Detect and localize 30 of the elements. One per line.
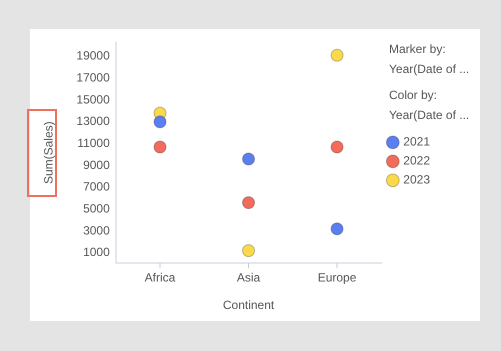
- x-axis-title: Continent: [222, 298, 275, 312]
- y-tick-label: 19000: [76, 48, 110, 63]
- y-tick-label: 17000: [76, 70, 110, 85]
- point: [242, 244, 256, 258]
- text: Marker by:: [389, 41, 447, 58]
- y-axis-title: Sum(Sales): [42, 121, 56, 184]
- y-tick-label: 3000: [83, 223, 110, 238]
- text: Year(Date of ...: [389, 61, 470, 78]
- y-tick-label: 11000: [77, 136, 110, 150]
- y-tick-label: 15000: [76, 92, 110, 106]
- point: [154, 140, 167, 154]
- point: [242, 152, 256, 166]
- point: [330, 222, 344, 236]
- legend-title: Year(Date of ...: [389, 107, 470, 124]
- y-tick-label: 13000: [76, 114, 110, 128]
- legend-label: 2023: [403, 172, 430, 187]
- point: [330, 140, 344, 154]
- y-tick-label: 1000: [83, 245, 110, 260]
- legend-label: 2022: [403, 154, 430, 168]
- x-tick-label: Europe: [318, 270, 357, 285]
- point: [154, 115, 167, 128]
- legend-label: 2021: [403, 134, 430, 149]
- y-tick-label: 9000: [83, 158, 110, 172]
- point: [242, 196, 256, 210]
- text: Color by:: [389, 87, 438, 104]
- point: [330, 48, 344, 62]
- x-tick-label: Africa: [144, 270, 176, 285]
- y-tick-label: 7000: [83, 180, 110, 194]
- y-tick-label: 5000: [83, 201, 110, 216]
- x-tick-label: Asia: [236, 270, 261, 285]
